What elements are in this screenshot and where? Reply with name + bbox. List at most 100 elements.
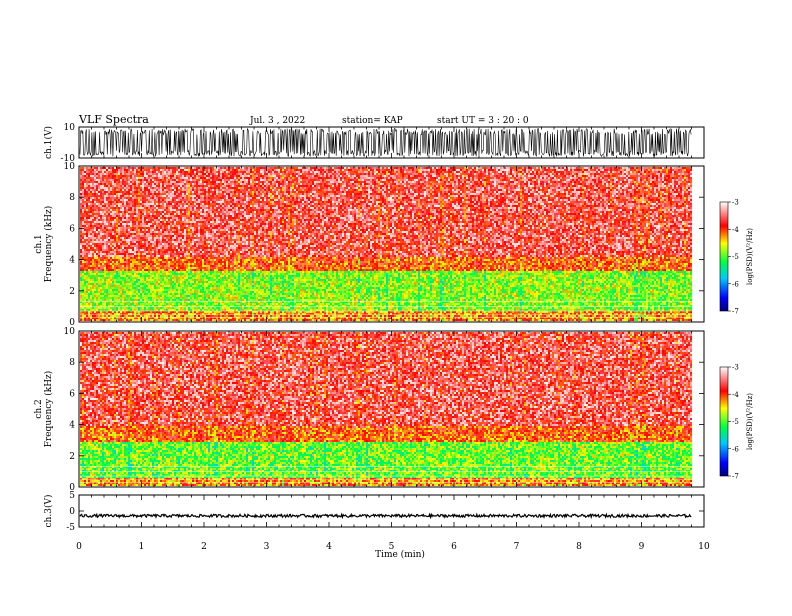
spectrogram-cell	[88, 211, 90, 213]
spectrogram-cell	[170, 189, 172, 191]
spectrogram-cell	[90, 275, 92, 277]
spectrogram-cell	[176, 191, 178, 193]
spectrogram-cell	[176, 267, 178, 269]
spectrogram-cell	[82, 273, 84, 275]
spectrogram-cell	[142, 265, 144, 267]
spectrogram-cell	[172, 201, 174, 203]
spectrogram-cell	[114, 229, 116, 231]
spectrogram-cell	[148, 271, 150, 273]
spectrogram-cell	[172, 185, 174, 187]
spectrogram-cell	[170, 225, 172, 227]
spectrogram-cell	[164, 251, 166, 253]
spectrogram-cell	[112, 299, 114, 301]
spectrogram-cell	[206, 181, 208, 183]
spectrogram-cell	[178, 307, 180, 309]
spectrogram-cell	[136, 245, 138, 247]
spectrogram-cell	[80, 273, 82, 275]
spectrogram-cell	[98, 299, 100, 301]
spectrogram-cell	[202, 177, 204, 179]
spectrogram-cell	[164, 289, 166, 291]
spectrogram-cell	[130, 297, 132, 299]
spectrogram-cell	[186, 217, 188, 219]
spectrogram-cell	[164, 279, 166, 281]
spectrogram-cell	[88, 251, 90, 253]
spectrogram-cell	[198, 171, 200, 173]
spectrogram-cell	[148, 289, 150, 291]
spectrogram-cell	[140, 289, 142, 291]
spectrogram-cell	[140, 295, 142, 297]
spectrogram-cell	[144, 265, 146, 267]
spectrogram-cell	[202, 193, 204, 195]
spectrogram-cell	[126, 283, 128, 285]
spectrogram-cell	[184, 287, 186, 289]
spectrogram-cell	[198, 249, 200, 251]
spectrogram-cell	[120, 193, 122, 195]
spectrogram-cell	[134, 189, 136, 191]
spectrogram-cell	[122, 263, 124, 265]
spectrogram-cell	[182, 245, 184, 247]
spectrogram-cell	[202, 195, 204, 197]
spectrogram-cell	[142, 291, 144, 293]
spectrogram-cell	[132, 281, 134, 283]
spectrogram-cell	[120, 261, 122, 263]
spectrogram-cell	[178, 221, 180, 223]
spectrogram-cell	[138, 299, 140, 301]
spectrogram-cell	[158, 285, 160, 287]
spectrogram-cell	[196, 245, 198, 247]
spectrogram-cell	[150, 209, 152, 211]
spectrogram-cell	[106, 209, 108, 211]
spectrogram-cell	[152, 291, 154, 293]
spectrogram-cell	[114, 193, 116, 195]
spectrogram-cell	[182, 283, 184, 285]
spectrogram-cell	[126, 191, 128, 193]
spectrogram-cell	[200, 197, 202, 199]
spectrogram-cell	[172, 227, 174, 229]
spectrogram-cell	[88, 215, 90, 217]
spectrogram-cell	[84, 265, 86, 267]
spectrogram-cell	[132, 249, 134, 251]
spectrogram-cell	[178, 179, 180, 181]
spectrogram-cell	[136, 189, 138, 191]
spectrogram-cell	[114, 293, 116, 295]
spectrogram-cell	[180, 225, 182, 227]
spectrogram-cell	[110, 271, 112, 273]
spectrogram-cell	[198, 239, 200, 241]
spectrogram-cell	[112, 297, 114, 299]
spectrogram-cell	[164, 265, 166, 267]
spectrogram-cell	[94, 189, 96, 191]
spectrogram-cell	[122, 223, 124, 225]
spectrogram-cell	[96, 215, 98, 217]
spectrogram-cell	[112, 253, 114, 255]
spectrogram-cell	[180, 255, 182, 257]
spectrogram-cell	[202, 219, 204, 221]
spectrogram-cell	[148, 187, 150, 189]
spectrogram-cell	[186, 297, 188, 299]
spectrogram-cell	[88, 255, 90, 257]
spectrogram-cell	[180, 233, 182, 235]
spectrogram-cell	[124, 167, 126, 169]
spectrogram-cell	[106, 187, 108, 189]
spectrogram-cell	[196, 273, 198, 275]
spectrogram-cell	[114, 205, 116, 207]
spectrogram-cell	[172, 305, 174, 307]
spectrogram-cell	[150, 261, 152, 263]
spectrogram-cell	[150, 231, 152, 233]
spectrogram-cell	[152, 193, 154, 195]
spectrogram-cell	[132, 255, 134, 257]
spectrogram-cell	[168, 269, 170, 271]
spectrogram-cell	[146, 175, 148, 177]
spectrogram-cell	[176, 295, 178, 297]
spectrogram-cell	[174, 179, 176, 181]
spectrogram-cell	[188, 247, 190, 249]
spectrogram-cell	[190, 169, 192, 171]
spectrogram-cell	[96, 227, 98, 229]
spectrogram-cell	[80, 173, 82, 175]
spectrogram-cell	[108, 295, 110, 297]
spectrogram-cell	[196, 239, 198, 241]
spectrogram-cell	[134, 219, 136, 221]
spectrogram-cell	[192, 245, 194, 247]
spectrogram-cell	[164, 273, 166, 275]
spectrogram-cell	[122, 255, 124, 257]
spectrogram-cell	[204, 251, 206, 253]
